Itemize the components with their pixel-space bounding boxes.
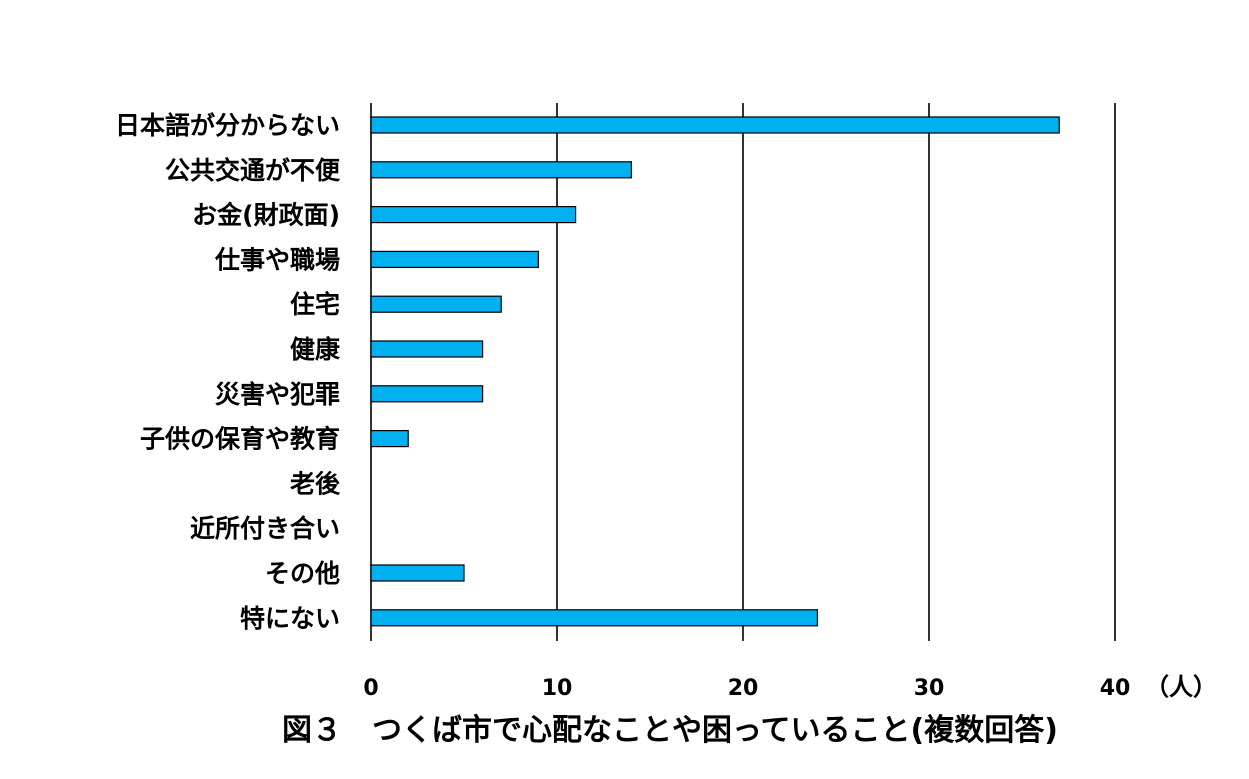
bar: [370, 250, 539, 268]
category-label: 公共交通が不便: [165, 156, 341, 185]
unit-label: （人）: [1145, 673, 1217, 701]
category-label: その他: [265, 559, 340, 588]
category-label: 災害や犯罪: [215, 380, 340, 409]
bar: [370, 295, 502, 313]
bar: [370, 116, 1060, 134]
category-label: 日本語が分からない: [115, 111, 340, 140]
x-tick-label: 10: [542, 676, 573, 701]
tick-labels: 0 10 20 30 40: [363, 676, 1130, 701]
category-label: 住宅: [290, 290, 340, 319]
gridlines: [370, 103, 1116, 641]
x-tick-label: 40: [1100, 676, 1131, 701]
category-label: 近所付き合い: [190, 514, 340, 543]
bar: [370, 206, 577, 224]
category-label: お金(財政面): [192, 201, 340, 230]
x-tick-label: 30: [914, 676, 945, 701]
bar: [370, 430, 409, 448]
category-label: 健康: [290, 335, 341, 364]
category-label: 子供の保育や教育: [140, 425, 340, 454]
bar: [370, 385, 484, 403]
x-tick-label: 0: [363, 676, 378, 701]
category-label: 仕事や職場: [214, 245, 340, 274]
category-label: 老後: [290, 469, 341, 498]
bar: [370, 609, 818, 627]
bar: [370, 340, 484, 358]
bar: [370, 564, 465, 582]
bars: [370, 116, 1060, 627]
x-tick-label: 20: [728, 676, 759, 701]
chart-title: 図３ つくば市で心配なことや困っていること(複数回答): [282, 713, 1058, 748]
category-label: 特にない: [240, 604, 340, 633]
bar: [370, 161, 632, 179]
